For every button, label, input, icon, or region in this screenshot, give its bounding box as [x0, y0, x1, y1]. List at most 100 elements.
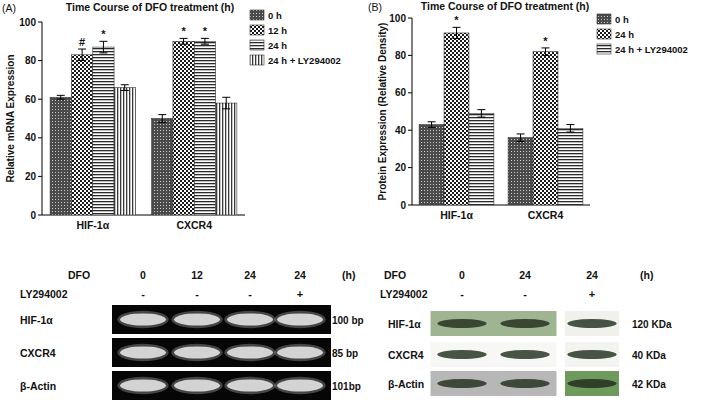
error-cap	[517, 133, 525, 134]
y-tick-label: 100	[19, 17, 36, 28]
band	[437, 350, 486, 359]
row-label: CXCR4	[20, 347, 56, 359]
band	[274, 311, 325, 328]
error-cap	[566, 124, 574, 125]
gel-panel: DFO0122424(h)LY294002---+HIF-1α100 bpCXC…	[20, 269, 364, 400]
x-tick-label: CXCR4	[176, 219, 212, 231]
lane-label: 0	[459, 269, 465, 281]
bar	[114, 88, 135, 215]
annotation: *	[181, 25, 186, 37]
band	[171, 311, 222, 328]
gel-header: DFO	[384, 269, 406, 281]
error-cap	[201, 38, 209, 39]
y-tick-label: 0	[400, 200, 406, 211]
size-label: 42 KDa	[632, 379, 666, 390]
lane-label: 24	[519, 269, 531, 281]
bar	[194, 41, 215, 215]
gel-background	[112, 371, 331, 400]
bar	[444, 33, 469, 205]
error-cap	[566, 132, 574, 133]
y-tick-label: 20	[395, 162, 407, 173]
treatment-sign: +	[297, 288, 303, 300]
row-label: β-Actin	[388, 378, 424, 390]
error-stem	[204, 38, 205, 44]
marks	[50, 38, 237, 215]
error-bar	[428, 122, 436, 128]
blot-background	[565, 371, 619, 396]
band	[274, 344, 325, 361]
error-stem	[226, 97, 227, 109]
legend-label: 0 h	[615, 14, 629, 25]
error-stem	[545, 48, 546, 55]
legend-label: 24 h	[268, 40, 287, 51]
gel-header: DFO	[68, 269, 90, 281]
treatment-label: LY294002	[20, 288, 68, 300]
annotation: *	[203, 25, 208, 37]
error-stem	[520, 134, 521, 141]
error-bar	[78, 49, 86, 61]
size-label: 85 bp	[332, 348, 358, 359]
annotation: *	[101, 28, 106, 40]
y-tick	[408, 167, 412, 168]
gel-background	[112, 305, 331, 334]
y-tick	[38, 137, 42, 138]
error-bar	[201, 38, 209, 44]
legend-swatch	[250, 40, 264, 50]
y-tick-label: 80	[25, 55, 37, 66]
bar	[50, 97, 71, 215]
blot-background	[431, 311, 557, 336]
band	[171, 344, 222, 361]
legend-swatch	[250, 10, 264, 20]
legend-label: 24 h + LY294002	[268, 55, 341, 66]
treatment-sign: -	[523, 288, 527, 300]
error-cap	[78, 60, 86, 61]
error-cap	[99, 41, 107, 42]
error-cap	[57, 99, 65, 100]
error-stem	[103, 41, 104, 53]
error-cap	[78, 49, 86, 50]
error-cap	[428, 127, 436, 128]
error-bar	[158, 115, 166, 123]
x-tick-label: HIF-1α	[440, 209, 473, 221]
error-cap	[428, 121, 436, 122]
panel-label: (B)	[368, 1, 382, 13]
y-tick	[38, 99, 42, 100]
chart: Time Course of DFO treatment (h)Protein …	[377, 0, 688, 221]
gel-panel: DFO02424(h)LY294002--+HIF-1α120 KDaCXCR4…	[380, 269, 672, 396]
lane-label: 24	[586, 269, 598, 281]
band	[500, 379, 549, 388]
error-stem	[124, 85, 125, 91]
band	[500, 319, 549, 328]
lane-label: 12	[191, 269, 203, 281]
blot-background	[565, 311, 619, 336]
row-label: CXCR4	[388, 349, 424, 361]
error-stem	[481, 110, 482, 117]
size-label: 101bp	[332, 381, 361, 392]
error-stem	[431, 122, 432, 128]
panel-label: (A)	[2, 2, 16, 14]
y-tick	[38, 22, 42, 23]
size-label: 100 bp	[332, 315, 364, 326]
treatment-sign: -	[195, 288, 199, 300]
band	[437, 379, 486, 388]
gel-unit: (h)	[342, 269, 355, 281]
y-tick	[38, 60, 42, 61]
legend: 0 h24 h24 h + LY294002	[597, 14, 688, 55]
error-bar	[566, 125, 574, 132]
band	[274, 377, 325, 394]
error-cap	[158, 122, 166, 123]
y-tick	[408, 92, 412, 93]
error-cap	[453, 38, 461, 39]
bar	[173, 41, 194, 215]
error-cap	[222, 97, 230, 98]
error-bar	[180, 38, 188, 44]
band	[567, 379, 616, 388]
error-cap	[121, 84, 129, 85]
bar	[216, 103, 237, 215]
legend-label: 0 h	[268, 10, 282, 21]
error-cap	[99, 52, 107, 53]
band	[224, 344, 275, 361]
error-bar	[57, 95, 65, 99]
error-cap	[542, 55, 550, 56]
chart-title: Time Course of DFO treatment (h)	[421, 0, 589, 12]
